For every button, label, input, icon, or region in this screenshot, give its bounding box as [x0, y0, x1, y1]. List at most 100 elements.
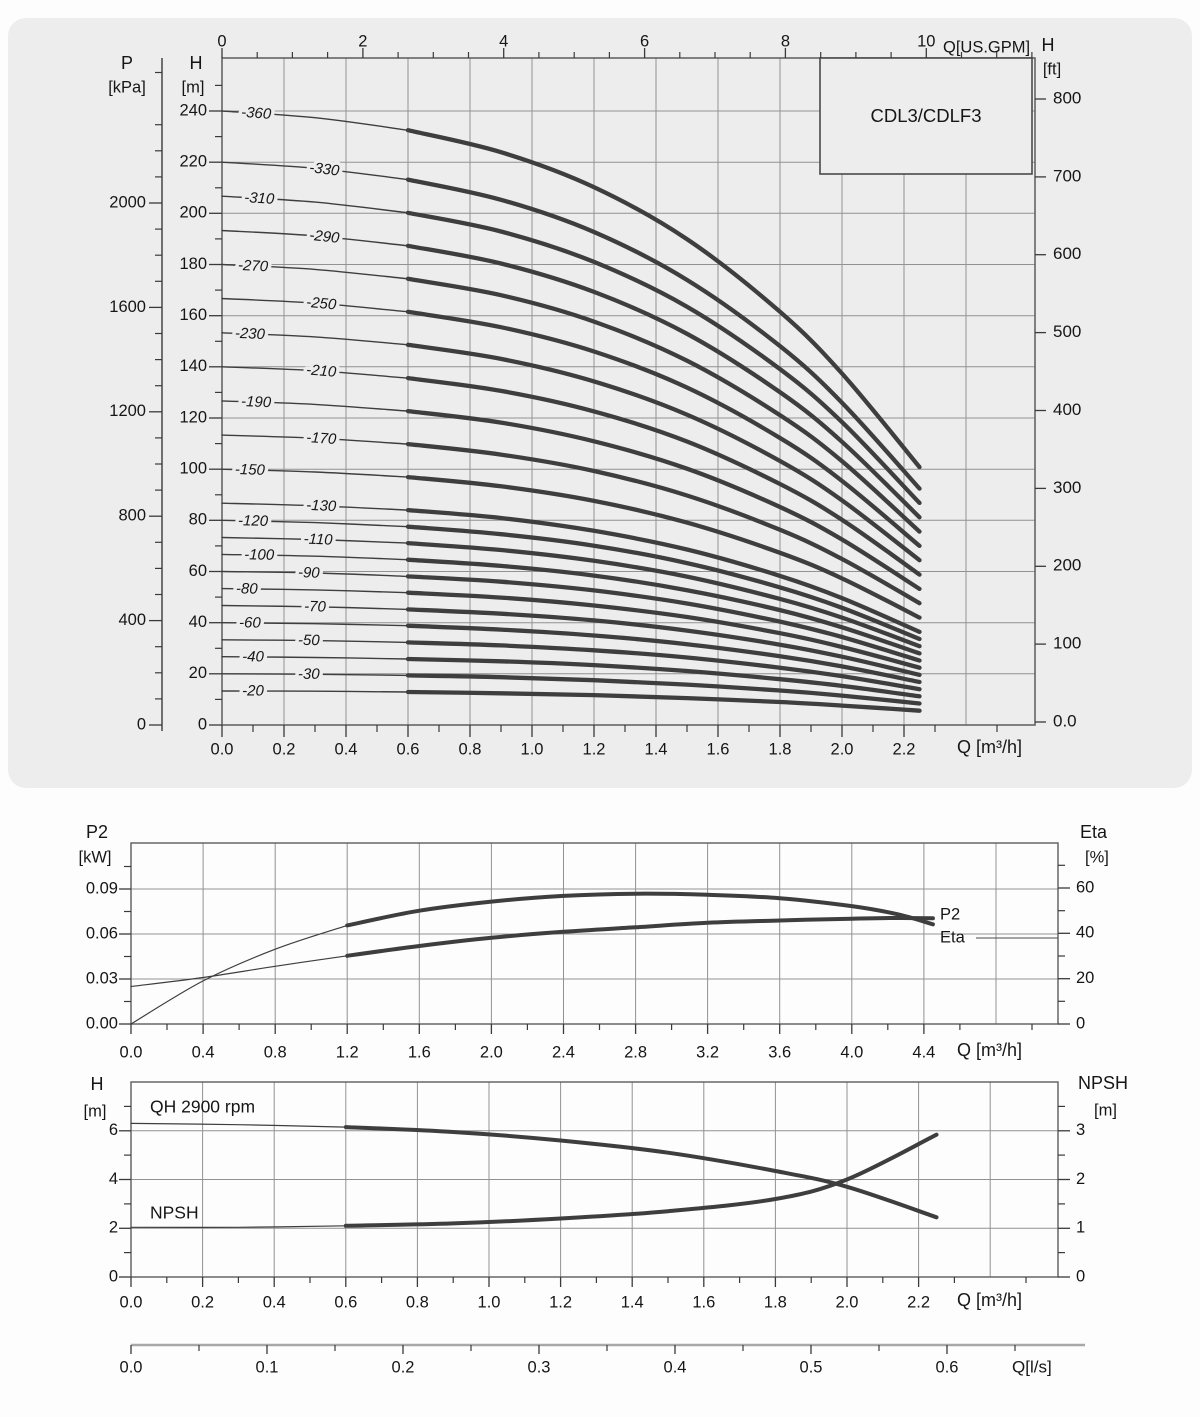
q-tick-label: 1.6	[692, 1293, 715, 1311]
q-tick-label: 0.0	[120, 1293, 143, 1311]
ls-tick-label: 0.3	[528, 1358, 551, 1376]
stage-label-190: -190	[241, 393, 272, 411]
qh-curve-thick-60	[405, 623, 922, 685]
stage-label-230: -230	[235, 325, 266, 343]
hm-tick-label: 0	[198, 715, 207, 733]
hm-tick-label: 60	[189, 562, 207, 580]
ls-tick-label: 0.0	[120, 1358, 143, 1376]
legend-title: CDL3/CDLF3	[870, 105, 981, 126]
kw-tick-label: 0.06	[86, 924, 118, 942]
stage-label-170: -170	[306, 429, 338, 448]
stage-label-80: -80	[236, 580, 259, 597]
qh-curve-thick-70	[405, 607, 922, 678]
ft-tick-label: 500	[1053, 322, 1081, 341]
curve-thin-P2	[130, 955, 348, 988]
q-tick-label: 2.0	[836, 1293, 859, 1311]
q-axis-title: Q [m³/h]	[957, 737, 1022, 757]
p2-curve-label: P2	[940, 905, 960, 923]
qh-curve-thick-170	[405, 441, 922, 606]
stage-label-270: -270	[238, 257, 270, 276]
curve-thin-qh	[130, 1122, 347, 1128]
curve-thick-npsh	[343, 1132, 939, 1228]
q-tick-label: 2.2	[893, 740, 916, 758]
qh-curve-thick-130	[405, 507, 922, 635]
p-axis-title: P	[121, 53, 133, 73]
qh-curve-thick-310	[405, 210, 922, 506]
gpm-tick-label: 0	[217, 32, 226, 50]
q-tick-label: 1.2	[583, 740, 606, 758]
stage-label-90: -90	[298, 564, 321, 582]
q-tick-label: 2.4	[552, 1043, 575, 1061]
qh-curve-thick-360	[405, 128, 922, 470]
hm-axis-unit: [m]	[182, 78, 205, 96]
p-tick-label: 2000	[109, 193, 146, 211]
q-tick-label: 0.8	[459, 740, 482, 758]
hm-tick-label: 140	[179, 357, 207, 375]
qh-curve-thick-50	[405, 640, 922, 692]
q-tick-label: 1.4	[621, 1293, 644, 1311]
qh-curve-thin-50	[221, 639, 409, 644]
eta-curve-label: Eta	[940, 928, 966, 946]
ft-tick-label: 400	[1053, 400, 1081, 419]
qh-curve-thin-150	[221, 468, 409, 478]
p-axis-unit: [kPa]	[108, 78, 146, 96]
qh-curve-thin-90	[221, 570, 409, 578]
ft-axis-title: H	[1042, 35, 1055, 55]
qh-curve-thin-60	[221, 622, 409, 627]
gpm-tick-label: 10	[917, 32, 935, 50]
hm-tick-label: 40	[189, 613, 207, 631]
p2-axis-title: P2	[86, 822, 108, 842]
eta-tick-label: 0	[1076, 1014, 1085, 1032]
npsh-tick-label: 2	[1076, 1170, 1085, 1188]
qh-curve-thin-310	[221, 195, 409, 214]
q-tick-label: 2.0	[831, 740, 854, 758]
ft-axis-unit: [ft]	[1043, 60, 1061, 78]
stage-label-40: -40	[242, 648, 264, 665]
ft-tick-label: 300	[1053, 478, 1081, 497]
kw-tick-label: 0.09	[86, 879, 118, 897]
hm-axis-title: H	[190, 53, 203, 73]
stage-label-360: -360	[241, 104, 273, 123]
ls-tick-label: 0.4	[664, 1358, 687, 1376]
p-tick-label: 400	[118, 611, 146, 629]
qh-curve-thin-20	[221, 690, 409, 693]
stage-label-50: -50	[298, 632, 321, 649]
q-tick-label: 0.6	[334, 1293, 357, 1311]
qh-curve-thick-80	[405, 590, 922, 670]
npsh-tick-label: 0	[1076, 1267, 1085, 1285]
hm-tick-label: 240	[179, 101, 207, 119]
qh-curve-thin-360	[221, 110, 409, 131]
stage-label-330: -330	[308, 159, 340, 180]
ls-tick-label: 0.6	[936, 1358, 959, 1376]
gpm-tick-label: 8	[781, 32, 790, 50]
q-axis-title: Q [m³/h]	[957, 1290, 1022, 1310]
qh-curve-thick-150	[405, 474, 922, 620]
qh-curve-thick-330	[405, 177, 922, 491]
curve-thick-Eta	[345, 891, 935, 928]
legend-box	[819, 57, 1033, 175]
npsh-axis-unit: [m]	[1094, 1101, 1117, 1119]
ft-tick-label: 700	[1053, 166, 1081, 185]
stage-label-100: -100	[244, 546, 275, 564]
qh-curve-thin-40	[221, 656, 409, 660]
qh-curve-thin-80	[221, 587, 409, 594]
curve-thick-P2	[345, 915, 935, 958]
hm-tick-label: 220	[179, 153, 207, 171]
q-tick-label: 0.4	[192, 1043, 215, 1061]
qh-curve-thick-270	[405, 276, 922, 534]
eta-tick-label: 60	[1076, 878, 1094, 896]
q-tick-label: 4.0	[840, 1043, 863, 1061]
h-tick-label: 4	[109, 1170, 118, 1188]
qh-curve-thick-210	[405, 375, 922, 577]
p2-axis-unit: [kW]	[79, 848, 112, 866]
ft-tick-label: 0.0	[1053, 711, 1077, 730]
hm-tick-label: 160	[179, 306, 207, 324]
qh-curve-thin-130	[221, 502, 409, 511]
qh-curve-thin-170	[221, 434, 409, 445]
qh-curve-thin-70	[221, 604, 409, 611]
hm-tick-label: 100	[179, 460, 207, 478]
npsh-tick-label: 3	[1076, 1121, 1085, 1139]
q-tick-label: 1.0	[478, 1293, 501, 1311]
qh-curve-thick-230	[405, 342, 922, 563]
